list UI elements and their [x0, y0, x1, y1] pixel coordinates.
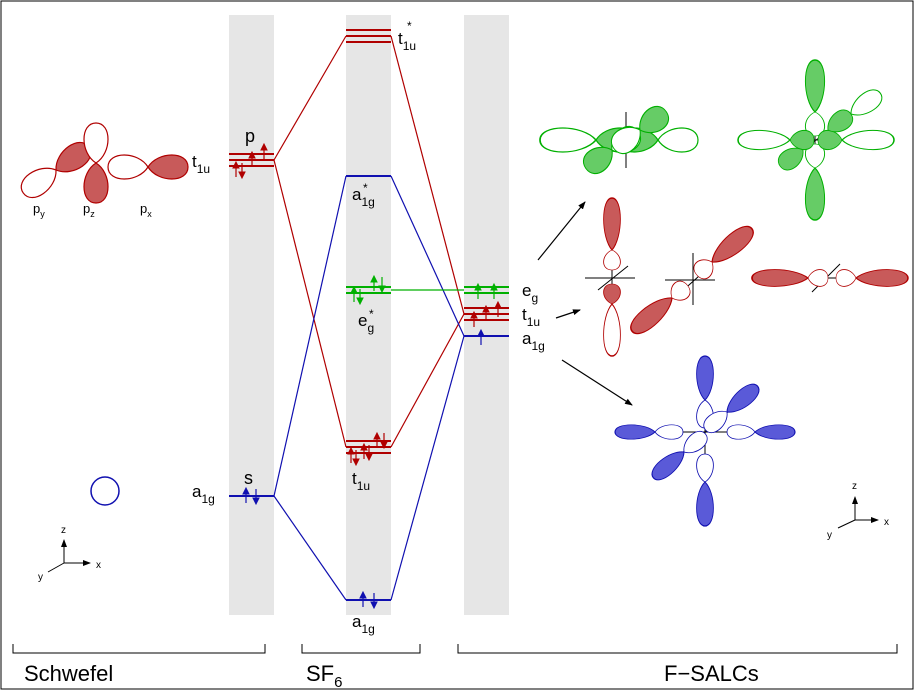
axes-left: [47, 539, 91, 573]
footer-schwefel: Schwefel: [24, 661, 113, 686]
orbital-pz: [83, 122, 109, 204]
orbital-py: [15, 136, 97, 204]
axes-right: [837, 496, 879, 529]
salc-a1g-label: a1g: [522, 329, 545, 353]
salc-eg-orbital-2: [737, 59, 895, 221]
salc-a1g-orbital: [614, 355, 796, 527]
eg-arrow: [537, 201, 586, 261]
sf6-t1u-star-mark: *: [407, 19, 412, 33]
sf6-t1u-star-level: [346, 29, 391, 43]
a1g-arrow: [561, 359, 633, 406]
salc-t1u-orbital-y: [625, 220, 759, 340]
orbital-s: [90, 476, 120, 506]
orbital-px-label: px: [140, 201, 152, 219]
sf6-column: [346, 15, 391, 615]
orbital-px: [107, 154, 189, 180]
salc-eg-level: [464, 286, 509, 294]
axis-right-y: y: [827, 530, 832, 541]
sf6-a1g-star-mark: *: [363, 181, 368, 195]
t1u-arrow: [555, 309, 581, 319]
salc-t1u-label: t1u: [522, 305, 540, 329]
axis-left-x: x: [96, 560, 101, 571]
correlation-lines: [273, 35, 465, 601]
sf6-eg-star-mark: *: [369, 307, 374, 321]
orbital-pz-label: pz: [83, 201, 95, 219]
sf6-eg-star-label: eg: [358, 311, 374, 335]
footer-fsalcs: F−SALCs: [664, 661, 759, 686]
salc-eg-orbital-1: [539, 101, 699, 179]
axis-right-x: x: [884, 517, 889, 528]
sulfur-a1g-label: a1g: [192, 482, 215, 506]
sulfur-s-label: s: [244, 468, 253, 488]
orbital-py-label: py: [33, 201, 45, 219]
axis-left-y: y: [38, 572, 43, 583]
sulfur-t1u-label: t1u: [192, 152, 210, 176]
sf6-a1g-label: a1g: [352, 612, 375, 636]
salc-t1u-orbital-z: [585, 197, 635, 357]
axis-right-z: z: [852, 481, 857, 492]
sf6-t1u-label: t1u: [352, 469, 370, 493]
sf6-t1u-star-label: t1u: [398, 29, 416, 53]
footer-brackets: [12, 644, 898, 654]
axis-left-z: z: [61, 525, 66, 536]
salc-t1u-orbital-x: [751, 263, 909, 293]
sulfur-p-label: p: [245, 126, 255, 146]
sulfur-column: [229, 15, 274, 615]
salc-eg-label: eg: [522, 281, 538, 305]
sf6-a1g-star-label: a1g: [352, 185, 375, 209]
footer-sf6: SF6: [306, 661, 342, 690]
